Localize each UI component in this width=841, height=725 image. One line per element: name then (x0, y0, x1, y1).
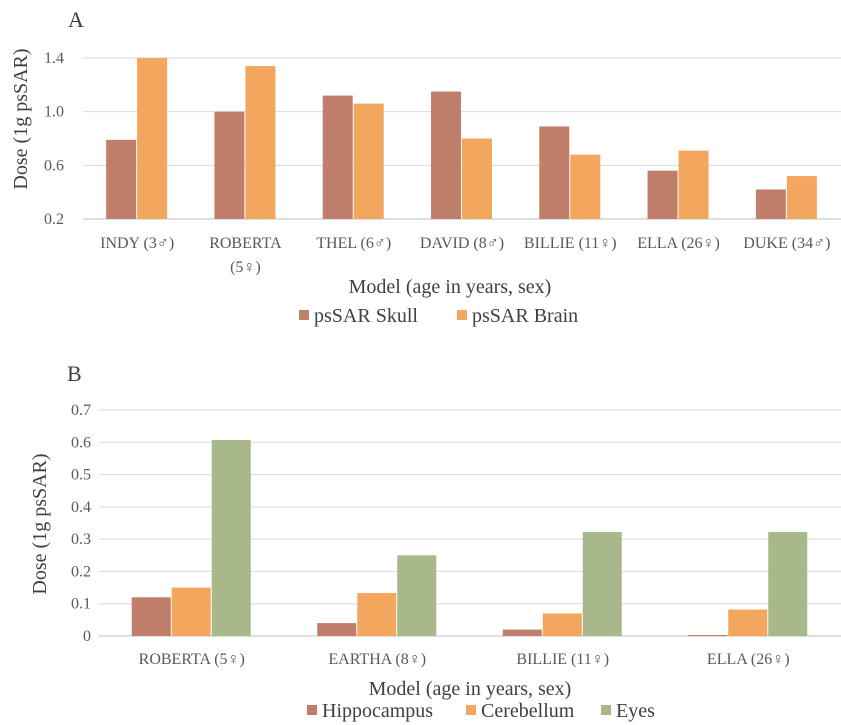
y-tick-label: 0.7 (71, 402, 91, 419)
x-tick-label: THEL (6♂) (316, 235, 391, 252)
x-tick-label: DUKE (34♂) (743, 235, 830, 252)
bar-eyes (211, 440, 251, 636)
bar-eyes (397, 555, 437, 636)
y-axis-title: Dose (1g psSAR) (29, 453, 51, 594)
bar-hippocampus (502, 629, 542, 636)
legend-swatch (457, 310, 467, 320)
x-axis-title: Model (age in years, sex) (349, 276, 552, 298)
x-axis-title: Model (age in years, sex) (369, 678, 572, 700)
legend-swatch (299, 310, 309, 320)
bar-pssar-skull (322, 95, 353, 219)
legend-label: psSAR Brain (472, 305, 578, 327)
legend-label: Cerebellum (481, 700, 575, 722)
x-tick-label: ELLA (26♀) (707, 651, 790, 668)
bar-cerebellum (357, 593, 397, 636)
legend-label: Eyes (616, 700, 655, 722)
x-tick-label: ROBERTA (5♀) (139, 651, 245, 668)
y-axis-title: Dose (1g psSAR) (10, 48, 32, 189)
x-tick-label: (5♀) (230, 259, 261, 276)
y-tick-label: 0.1 (71, 596, 91, 613)
y-tick-label: 0.3 (71, 531, 91, 548)
x-tick-label: INDY (3♂) (100, 235, 174, 252)
bar-pssar-skull (431, 91, 461, 219)
bar-hippocampus (688, 635, 728, 636)
bar-pssar-brain (462, 138, 492, 219)
bar-hippocampus (131, 597, 171, 636)
bar-pssar-brain (570, 154, 601, 219)
x-tick-label: ELLA (26♀) (637, 235, 720, 252)
bar-pssar-brain (245, 66, 276, 219)
panel-a-chart: A 0.2 0.6 1.0 1.4 INDY (3♂) ROBERTA (5♀) THEL (6… (10, 7, 841, 327)
bar-cerebellum (542, 613, 582, 636)
y-tick-label: 0.2 (44, 211, 64, 228)
bar-pssar-skull (539, 126, 570, 219)
bar-cerebellum (171, 587, 211, 636)
y-tick-label: 0 (83, 628, 91, 645)
bar-eyes (582, 532, 622, 636)
bar-cerebellum (728, 609, 768, 636)
bar-pssar-skull (755, 189, 786, 219)
bar-pssar-brain (353, 103, 384, 219)
bar-hippocampus (317, 623, 357, 636)
y-tick-label: 0.4 (71, 499, 91, 516)
bar-pssar-skull (106, 139, 137, 219)
x-tick-label: BILLIE (11♀) (516, 651, 609, 668)
y-tick-label: 1.0 (44, 104, 64, 121)
x-tick-label: BILLIE (11♀) (524, 235, 617, 252)
legend-swatch (466, 705, 476, 715)
legend-label: psSAR Skull (314, 305, 418, 327)
y-tick-label: 1.4 (44, 50, 64, 67)
legend-label: Hippocampus (322, 700, 433, 722)
bar-pssar-brain (137, 58, 168, 219)
bar-pssar-skull (647, 170, 678, 219)
panel-letter: A (68, 7, 84, 32)
x-tick-label: ROBERTA (209, 235, 282, 252)
x-tick-label: DAVID (8♂) (420, 235, 504, 252)
y-tick-label: 0.6 (44, 157, 64, 174)
bar-pssar-brain (678, 150, 709, 219)
bar-pssar-brain (786, 176, 817, 219)
legend-swatch (601, 705, 611, 715)
y-tick-label: 0.2 (71, 563, 91, 580)
bar-eyes (768, 532, 808, 636)
panel-b-chart: B 0 0.1 0.2 0.3 0.4 0.5 0.6 0.7 ROBERTA (5♀) EARTH… (29, 361, 841, 722)
y-tick-label: 0.6 (71, 434, 91, 451)
legend-swatch (307, 705, 317, 715)
y-tick-label: 0.5 (71, 467, 91, 484)
panel-letter: B (67, 361, 82, 386)
x-tick-label: EARTHA (8♀) (328, 651, 426, 668)
bar-pssar-skull (214, 111, 245, 219)
